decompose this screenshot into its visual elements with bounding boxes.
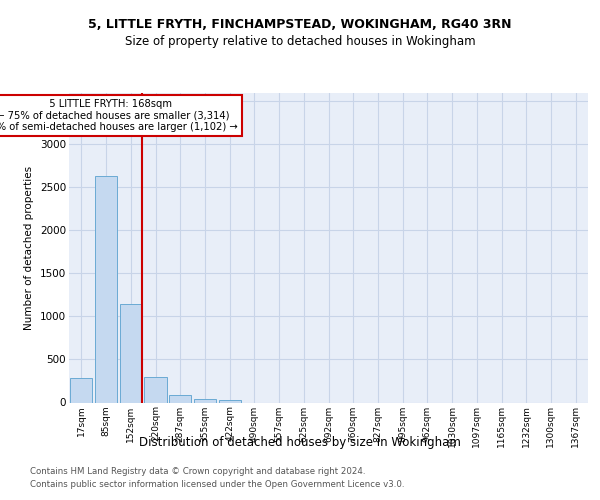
Text: 5, LITTLE FRYTH, FINCHAMPSTEAD, WOKINGHAM, RG40 3RN: 5, LITTLE FRYTH, FINCHAMPSTEAD, WOKINGHA… xyxy=(88,18,512,30)
Bar xyxy=(70,378,92,402)
Text: Contains public sector information licensed under the Open Government Licence v3: Contains public sector information licen… xyxy=(30,480,404,489)
Bar xyxy=(194,399,216,402)
Text: Contains HM Land Registry data © Crown copyright and database right 2024.: Contains HM Land Registry data © Crown c… xyxy=(30,467,365,476)
Text: 5 LITTLE FRYTH: 168sqm  
 ← 75% of detached houses are smaller (3,314)
25% of se: 5 LITTLE FRYTH: 168sqm ← 75% of detached… xyxy=(0,98,238,132)
Text: Size of property relative to detached houses in Wokingham: Size of property relative to detached ho… xyxy=(125,35,475,48)
Bar xyxy=(169,395,191,402)
Bar xyxy=(95,176,117,402)
Bar xyxy=(145,376,167,402)
Bar xyxy=(119,304,142,402)
Text: Distribution of detached houses by size in Wokingham: Distribution of detached houses by size … xyxy=(139,436,461,449)
Y-axis label: Number of detached properties: Number of detached properties xyxy=(25,166,34,330)
Bar xyxy=(218,400,241,402)
